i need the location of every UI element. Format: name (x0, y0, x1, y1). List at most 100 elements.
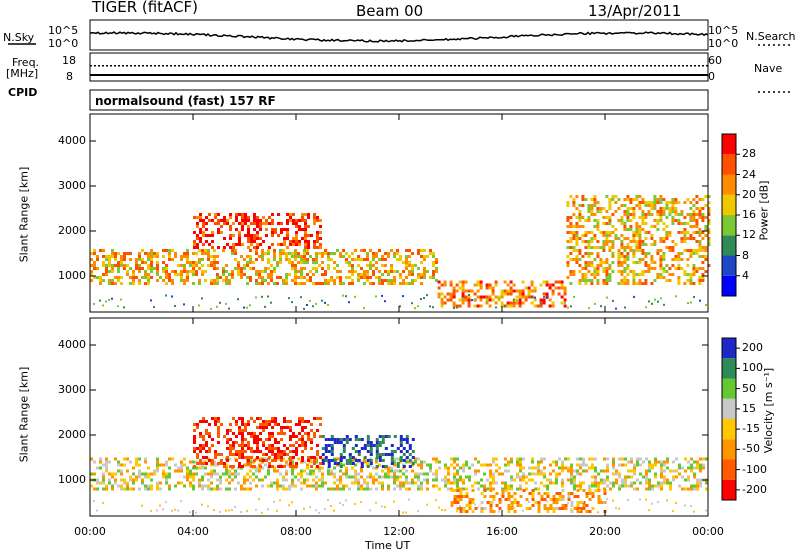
data-cell (354, 475, 357, 479)
data-cell (255, 296, 257, 299)
data-cell (321, 453, 325, 456)
data-cell (510, 478, 513, 482)
data-cell (318, 466, 321, 470)
data-cell (546, 510, 550, 513)
nsky-lo: 10^0 (48, 37, 79, 50)
data-cell (513, 498, 517, 501)
data-cell (330, 435, 334, 438)
data-cell (599, 210, 603, 213)
data-cell (192, 261, 195, 264)
data-cell (578, 225, 582, 228)
data-cell (527, 295, 531, 299)
data-cell (345, 435, 349, 438)
data-cell (327, 472, 330, 476)
data-cell (348, 261, 351, 264)
data-cell (193, 243, 196, 246)
data-cell (509, 280, 513, 284)
data-cell (321, 252, 324, 255)
data-cell (707, 231, 711, 234)
data-cell (117, 305, 119, 308)
data-cell (291, 484, 294, 488)
data-cell (647, 264, 651, 267)
data-cell (205, 420, 208, 423)
data-cell (408, 273, 411, 276)
data-cell (483, 489, 487, 492)
data-cell (564, 504, 568, 507)
data-cell (467, 304, 471, 308)
data-cell (696, 484, 699, 488)
data-cell (668, 201, 672, 204)
data-cell (294, 475, 297, 479)
data-cell (381, 294, 383, 297)
x-tick-label: 12:00 (383, 525, 415, 538)
data-cell (696, 487, 699, 491)
data-cell (671, 204, 675, 207)
data-cell (310, 456, 313, 459)
data-cell (570, 475, 573, 479)
data-cell (165, 264, 168, 267)
data-cell (564, 457, 567, 461)
data-cell (301, 417, 304, 420)
data-cell (512, 283, 516, 287)
data-cell (285, 463, 288, 467)
data-cell (593, 195, 597, 198)
data-cell (605, 240, 609, 243)
data-cell (669, 481, 672, 485)
data-cell (307, 225, 310, 228)
data-cell (123, 306, 125, 309)
data-cell (241, 456, 244, 459)
data-cell (605, 258, 609, 261)
data-cell (241, 225, 244, 228)
data-cell (99, 279, 102, 282)
data-cell (492, 510, 496, 513)
data-cell (573, 469, 576, 473)
data-cell (686, 273, 690, 276)
data-cell (581, 279, 585, 282)
data-cell (663, 460, 666, 464)
data-cell (316, 417, 319, 420)
data-cell (294, 255, 297, 258)
data-cell (342, 472, 345, 476)
data-cell (452, 286, 456, 290)
data-cell (587, 216, 591, 219)
data-cell (274, 228, 277, 231)
data-cell (480, 510, 482, 513)
data-cell (351, 258, 354, 261)
data-cell (605, 210, 609, 213)
data-cell (231, 276, 234, 279)
data-cell (132, 472, 135, 476)
data-cell (552, 460, 555, 464)
data-cell (378, 463, 381, 467)
data-cell (256, 417, 259, 420)
data-cell (462, 510, 464, 513)
data-cell (608, 222, 612, 225)
data-cell (180, 481, 183, 485)
data-cell (489, 501, 493, 504)
data-cell (292, 243, 295, 246)
data-cell (96, 255, 99, 258)
data-cell (318, 252, 321, 255)
data-cell (507, 498, 511, 501)
data-cell (288, 487, 291, 491)
data-cell (488, 298, 492, 302)
data-cell (561, 489, 565, 492)
data-cell (486, 478, 489, 482)
data-cell (147, 267, 150, 270)
data-cell (369, 261, 372, 264)
data-cell (699, 478, 702, 482)
data-cell (295, 234, 298, 237)
data-cell (525, 475, 528, 479)
data-cell (399, 487, 402, 491)
data-cell (591, 481, 594, 485)
data-cell (648, 484, 651, 488)
data-cell (615, 307, 617, 310)
data-cell (202, 438, 205, 441)
data-cell (300, 267, 303, 270)
data-cell (531, 478, 534, 482)
data-cell (366, 252, 369, 255)
data-cell (96, 487, 99, 491)
data-cell (301, 420, 304, 423)
data-cell (202, 231, 205, 234)
data-cell (635, 204, 639, 207)
data-cell (262, 441, 265, 444)
